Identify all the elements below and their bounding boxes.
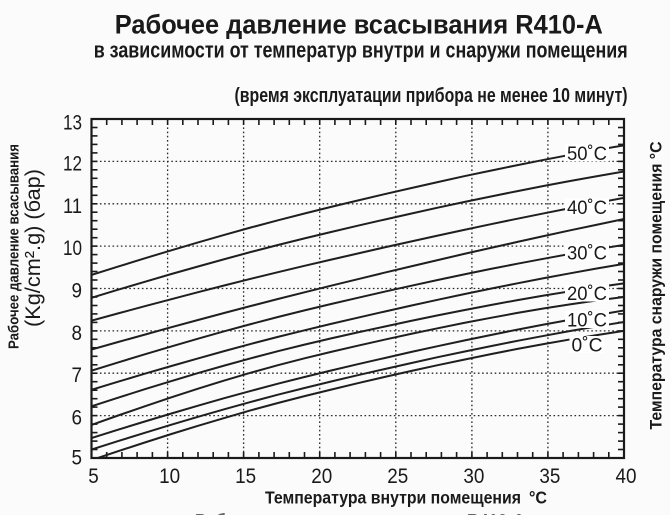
svg-text:10˚C: 10˚C <box>567 311 607 332</box>
svg-text:25: 25 <box>387 465 408 488</box>
svg-text:Рабочее давление конденсации R: Рабочее давление конденсации R410-A <box>195 511 525 515</box>
svg-text:Температура внутри помещения: Температура внутри помещения <box>265 488 521 508</box>
svg-text:6: 6 <box>72 407 83 430</box>
svg-text:20˚C: 20˚C <box>567 284 607 305</box>
svg-text:(время эксплуатации прибора не: (время эксплуатации прибора не менее 10 … <box>235 85 628 107</box>
svg-text:10: 10 <box>159 465 180 488</box>
svg-text:0˚C: 0˚C <box>572 336 603 357</box>
svg-text:8: 8 <box>72 322 83 345</box>
svg-text:12: 12 <box>63 152 82 175</box>
svg-text:30˚C: 30˚C <box>567 244 607 265</box>
svg-text:в зависимости от температур вн: в зависимости от температур внутри и сна… <box>94 37 628 62</box>
svg-text:40˚C: 40˚C <box>567 198 607 219</box>
svg-text:5: 5 <box>88 465 99 488</box>
svg-text:9: 9 <box>72 280 83 303</box>
svg-text:5: 5 <box>72 447 83 470</box>
svg-text:20: 20 <box>311 465 332 488</box>
svg-text:(Kg/cm².g) (бар): (Kg/cm².g) (бар) <box>21 169 45 327</box>
svg-text:30: 30 <box>463 465 484 488</box>
svg-text:13: 13 <box>63 112 82 135</box>
svg-text:40: 40 <box>616 465 637 488</box>
svg-text:11: 11 <box>63 195 82 218</box>
svg-text:Рабочее давление всасывания: Рабочее давление всасывания <box>6 144 22 349</box>
svg-text:10: 10 <box>63 237 82 260</box>
svg-text:7: 7 <box>72 364 83 387</box>
svg-text:15: 15 <box>235 465 256 488</box>
svg-text:Температура снаружи помещения: Температура снаружи помещения °C <box>647 142 666 430</box>
svg-text:°C: °C <box>529 488 547 508</box>
svg-text:35: 35 <box>539 465 560 488</box>
svg-text:50˚C: 50˚C <box>567 144 607 165</box>
svg-text:Рабочее давление всасывания R4: Рабочее давление всасывания R410-A <box>115 10 603 40</box>
